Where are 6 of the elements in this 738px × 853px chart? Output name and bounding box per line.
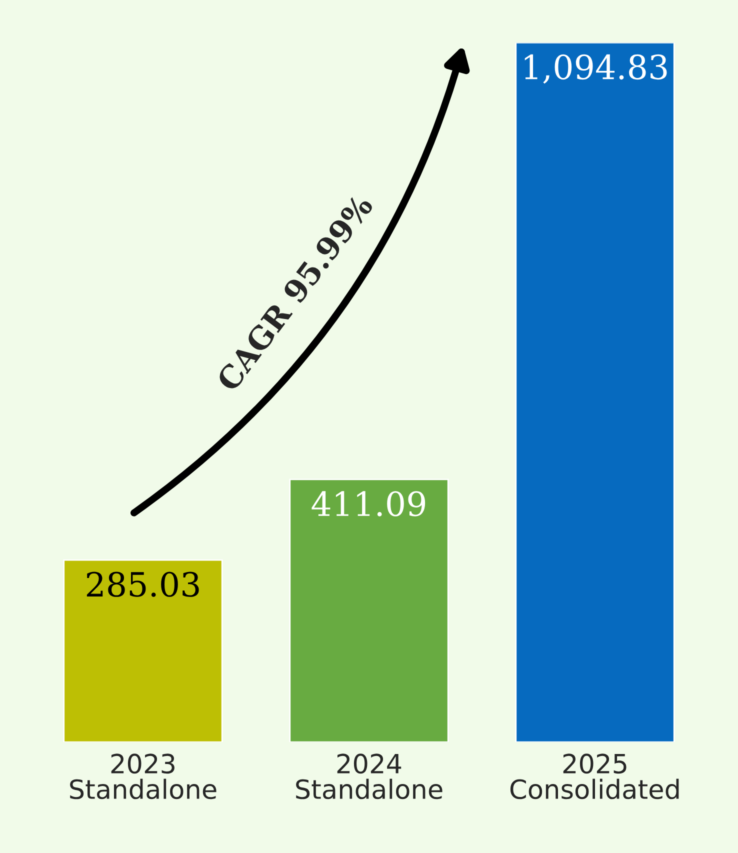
x-tick-label: 2025 Consolidated (510, 754, 679, 800)
x-tick-label: 2023 Standalone (70, 754, 216, 800)
data-label: 1,094.83 (524, 54, 667, 84)
data-label: 285.03 (86, 572, 199, 597)
data-label: 411.09 (312, 491, 426, 516)
x-tick-label: 2024 Standalone (296, 754, 442, 800)
